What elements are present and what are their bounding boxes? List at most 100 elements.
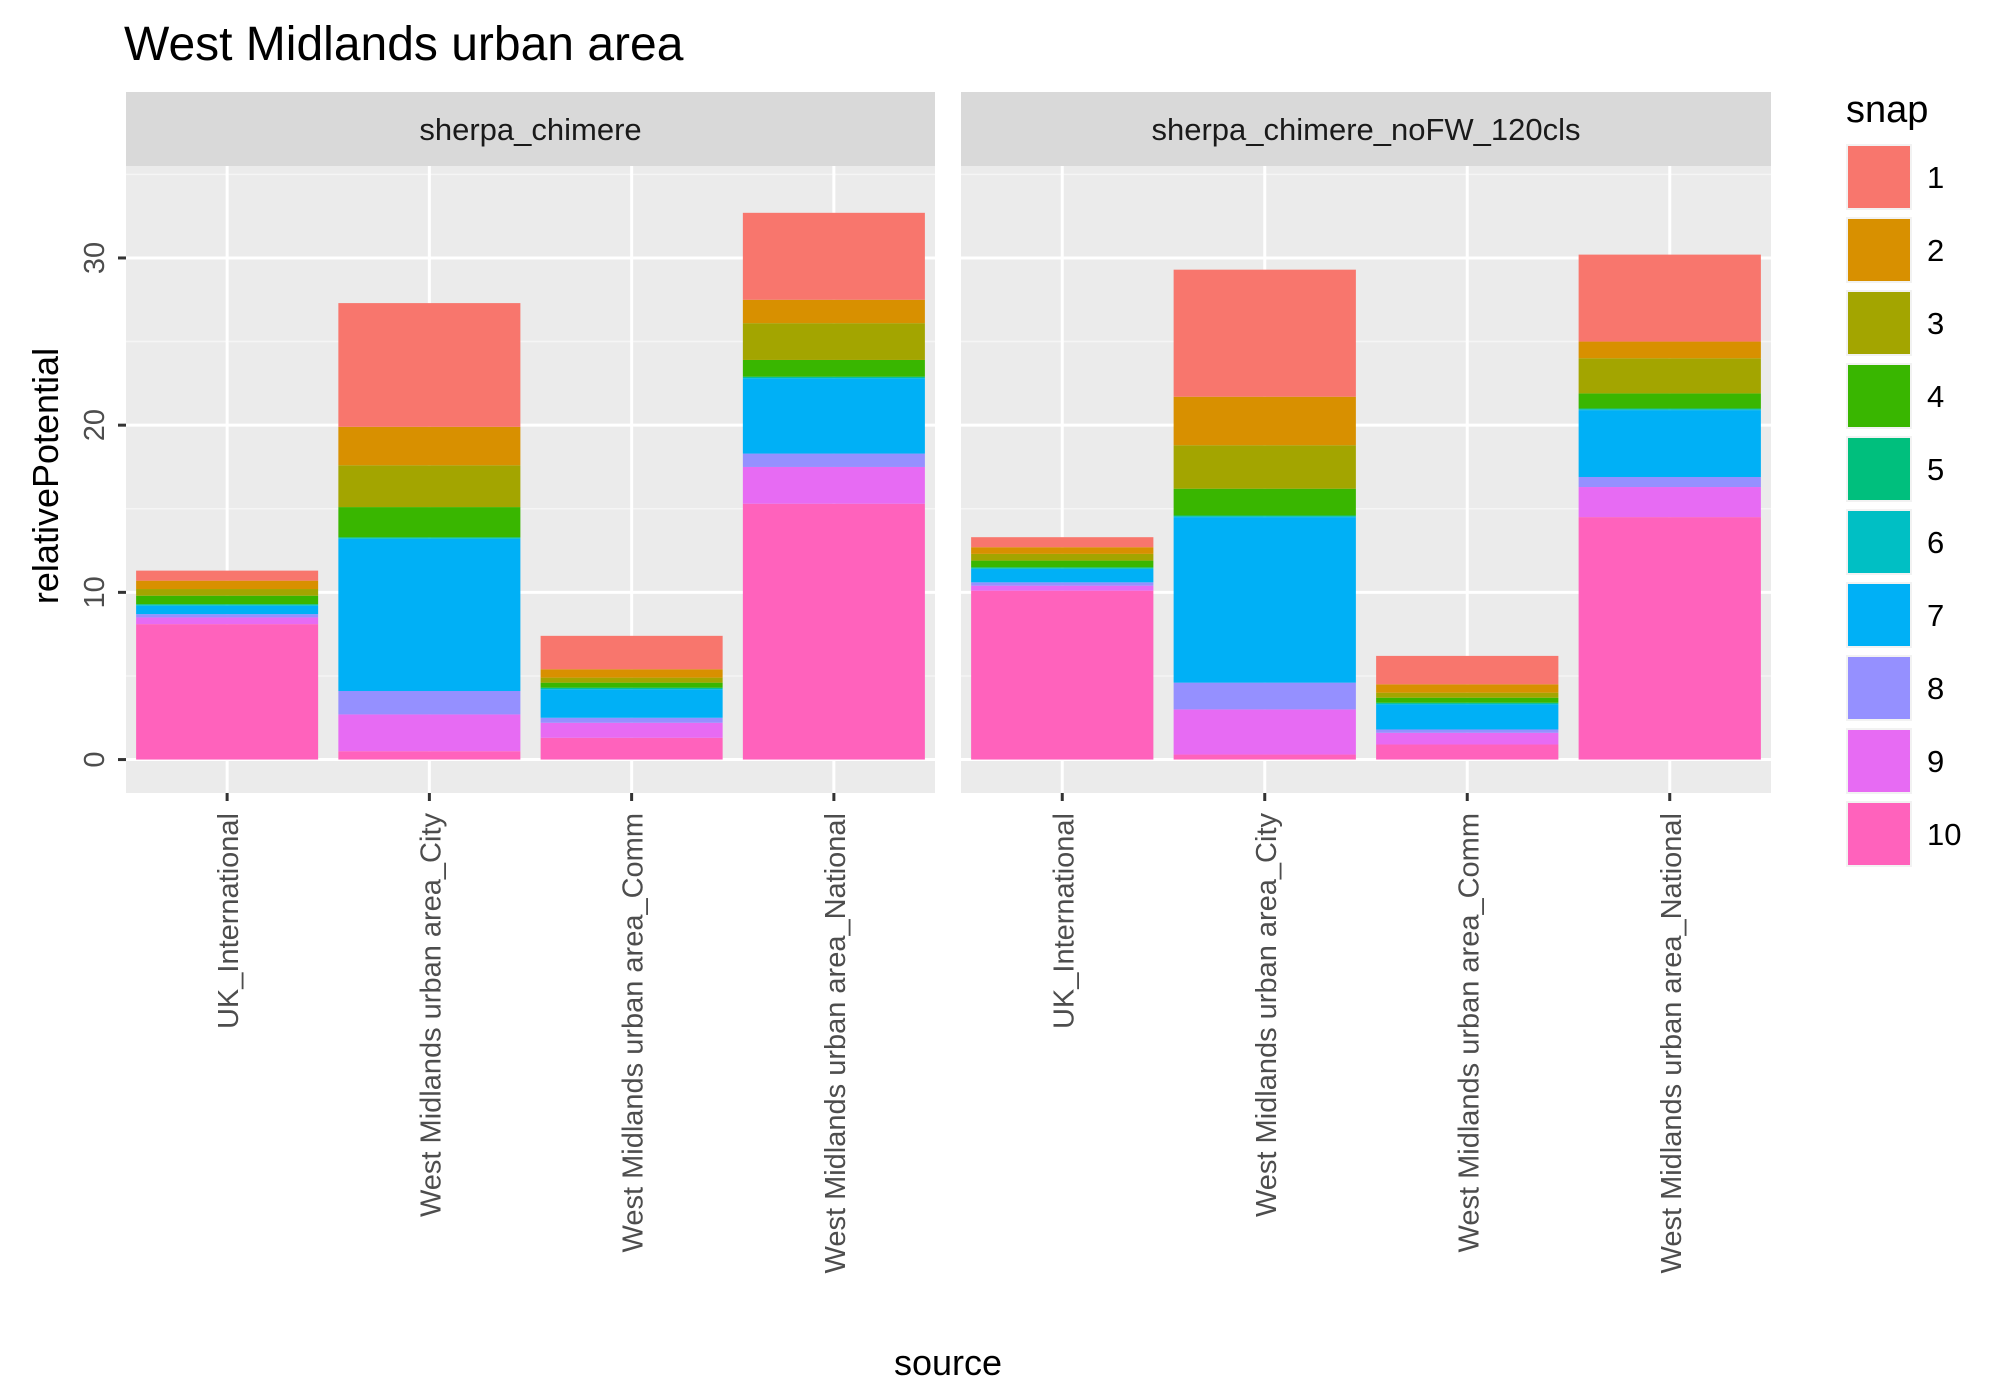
legend-label: 6 [1927,525,1944,560]
bar-segment-snap-5 [1173,515,1356,517]
legend-key-snap-6 [1848,511,1910,573]
bar-segment-snap-1 [136,570,319,581]
legend-label: 8 [1927,671,1944,706]
y-tick-label: 10 [79,576,111,608]
bar-segment-snap-1 [742,212,925,300]
legend-key-snap-9 [1848,730,1910,792]
legend: snap 1 2 3 4 5 6 7 8 9 10 [1846,89,1961,867]
y-tick-label: 30 [79,242,111,274]
bar-segment-snap-10 [136,624,319,760]
bar-segment-snap-4 [1173,488,1356,516]
bar-segment-snap-3 [136,589,319,596]
x-tick-label: West Midlands urban area_Comm [1453,813,1485,1253]
y-axis-label: relativePotential [25,348,66,604]
bar-segment-snap-7 [1578,410,1761,477]
bar-segment-snap-6 [1578,409,1761,411]
bar-segment-snap-3 [1173,445,1356,489]
legend-key-snap-4 [1848,365,1910,427]
legend-label: 9 [1927,744,1944,779]
bar-segment-snap-3 [1578,358,1761,394]
x-tick-label: West Midlands urban area_City [415,813,447,1218]
bar-segment-snap-10 [742,503,925,760]
legend-key-snap-1 [1848,146,1910,208]
facet-panels: sherpa_chimere UK_International West Midla… [126,92,1771,1274]
legend-key-snap-10 [1848,803,1910,865]
bar-segment-snap-4 [540,682,723,688]
bar-segment-snap-2 [742,299,925,324]
bar-segment-snap-6 [136,604,319,606]
bar-segment-snap-8 [971,582,1154,586]
bar-segment-snap-5 [136,604,319,605]
bar-segment-snap-2 [1173,396,1356,446]
x-tick-label: UK_International [1048,813,1080,1029]
bar-segment-snap-3 [338,465,521,508]
legend-title: snap [1846,89,1928,131]
bar-segment-snap-5 [1578,408,1761,410]
bar-segment-snap-9 [1173,709,1356,755]
bar-segment-snap-3 [1376,692,1559,698]
bar-segment-snap-1 [338,303,521,427]
bar-segment-snap-5 [971,567,1154,569]
bar-segment-snap-7 [338,538,521,692]
bar-segment-snap-1 [540,635,723,670]
legend-label: 1 [1927,160,1944,195]
bar-segment-snap-1 [1376,655,1559,685]
bar-segment-snap-8 [540,717,723,723]
bar-segment-snap-10 [1376,744,1559,760]
facet-strip-label: sherpa_chimere_noFW_120cls [1151,112,1580,147]
bar-segment-snap-10 [971,590,1154,760]
bar-segment-snap-8 [742,453,925,467]
bar-segment-snap-7 [1173,517,1356,683]
bar-segment-snap-10 [1578,517,1761,760]
bar-segment-snap-4 [1578,393,1761,409]
y-axis: 0 10 20 30 [79,242,126,768]
y-tick-label: 20 [79,409,111,441]
bar-segment-snap-1 [971,537,1154,548]
chart-title: West Midlands urban area [124,18,684,71]
legend-label: 3 [1927,306,1944,341]
bar-segment-snap-9 [971,585,1154,591]
facet-strip-label: sherpa_chimere [419,112,641,147]
bar-segment-snap-2 [136,580,319,590]
bar-segment-snap-7 [1376,704,1559,730]
bar-segment-snap-8 [1173,682,1356,710]
x-tick-label: West Midlands urban area_National [820,813,852,1274]
bar-segment-snap-8 [338,691,521,715]
bar-segment-snap-8 [1376,729,1559,733]
bar-segment-snap-3 [971,553,1154,561]
legend-label: 7 [1927,598,1944,633]
bar-segment-snap-2 [338,426,521,466]
legend-label: 10 [1927,817,1961,852]
legend-label: 5 [1927,452,1944,487]
y-tick-label: 0 [79,751,111,767]
bar-segment-snap-6 [971,568,1154,569]
bar-segment-snap-9 [540,722,723,738]
facet-strip [126,92,935,166]
facet-panel: sherpa_chimere UK_International West Midla… [126,92,935,1274]
bar-segment-snap-9 [338,714,521,752]
bar-segment-snap-2 [971,547,1154,554]
bar-segment-snap-7 [540,689,723,718]
bar-segment-snap-7 [136,605,319,615]
bar-segment-snap-2 [540,669,723,678]
bar-segment-snap-9 [742,466,925,504]
bar-segment-snap-4 [1376,697,1559,703]
x-tick-label: West Midlands urban area_National [1656,813,1688,1274]
x-tick-label: UK_International [213,813,245,1029]
bar-segment-snap-2 [1578,341,1761,359]
bar-segment-snap-5 [540,687,723,689]
bar-segment-snap-5 [338,537,521,539]
bar-segment-snap-6 [1376,703,1559,705]
bar-segment-snap-3 [742,323,925,360]
legend-label: 4 [1927,379,1944,414]
bar-segment-snap-1 [1578,254,1761,342]
bar-segment-snap-6 [742,377,925,379]
bar-segment-snap-7 [742,378,925,454]
bar-segment-snap-10 [338,751,521,760]
bar-segment-snap-6 [1173,516,1356,518]
bar-segment-snap-3 [540,677,723,683]
legend-key-snap-8 [1848,657,1910,719]
bar-segment-snap-9 [136,617,319,625]
legend-key-snap-2 [1848,219,1910,281]
bar-segment-snap-1 [1173,269,1356,397]
